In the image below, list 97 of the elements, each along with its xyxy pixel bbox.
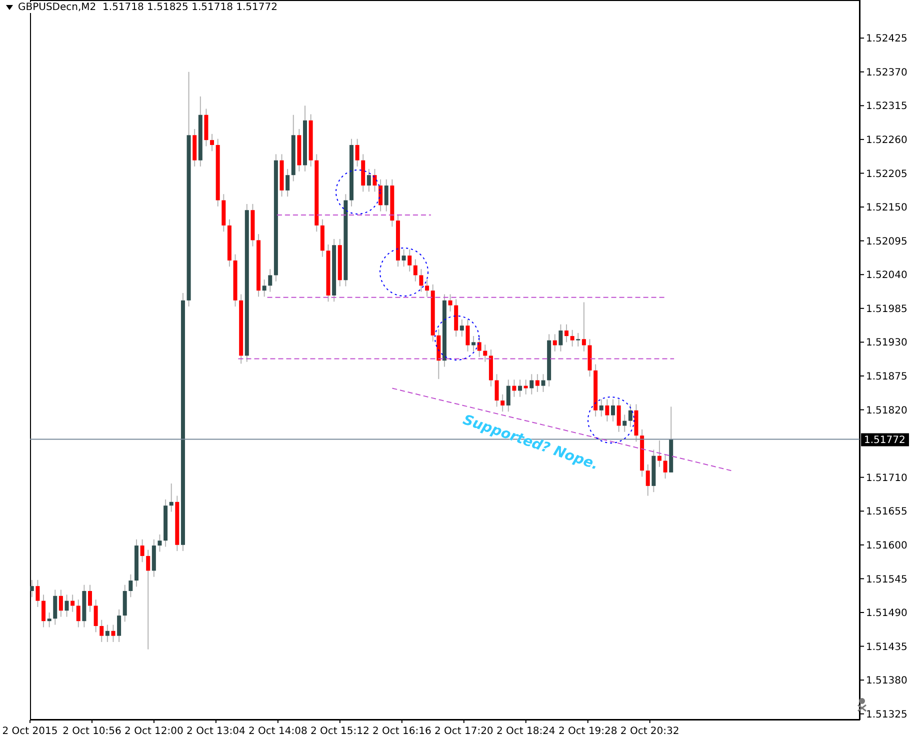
candlestick <box>268 268 272 292</box>
candlestick <box>552 334 557 352</box>
candlestick <box>30 579 34 598</box>
candlestick <box>76 599 80 628</box>
x-tick-label: 2 Oct 10:56 <box>62 726 122 736</box>
y-tick-label: 1.51545 <box>866 574 908 586</box>
x-tick-label: 2 Oct 2015 <box>2 726 58 736</box>
candlestick <box>506 379 510 412</box>
x-tick-label: 2 Oct 13:04 <box>186 726 246 736</box>
candlestick <box>413 258 418 282</box>
y-tick-label: 1.51380 <box>866 676 908 687</box>
candlestick <box>605 398 610 422</box>
candlestick <box>472 336 476 352</box>
candlestick <box>42 594 46 628</box>
y-tick-label: 1.51600 <box>866 540 908 552</box>
y-tick-label: 1.52205 <box>866 168 908 180</box>
y-tick-label: 1.51435 <box>866 642 908 653</box>
candlestick <box>466 318 470 352</box>
candlestick <box>169 482 174 512</box>
candlestick <box>140 538 144 563</box>
x-tick-label: 2 Oct 12:00 <box>124 726 184 736</box>
candlestick <box>372 168 377 192</box>
candlestick <box>105 624 110 642</box>
candlestick <box>384 178 388 212</box>
candlestick <box>518 379 522 398</box>
candlestick <box>616 398 621 432</box>
y-tick-label: 1.52315 <box>866 101 908 112</box>
candlestick <box>262 279 266 298</box>
candlestick <box>558 324 563 352</box>
candlestick <box>483 344 488 362</box>
candlestick <box>500 394 505 412</box>
candlestick <box>460 318 464 338</box>
y-tick-label: 1.52370 <box>866 67 908 78</box>
x-tick-label: 2 Oct 18:24 <box>496 726 556 736</box>
ref-line-label: 1.51772 <box>864 435 906 446</box>
candlestick <box>94 599 98 633</box>
candlestick <box>564 324 568 343</box>
candlestick <box>628 404 632 428</box>
candlestick <box>64 594 69 618</box>
candlestick <box>570 329 574 347</box>
candlestick <box>88 584 92 612</box>
candlestick <box>402 248 406 268</box>
y-tick-label: 1.51655 <box>866 506 908 518</box>
y-tick-label: 1.51930 <box>866 338 908 349</box>
chart-title: GBPUSDecn,M2 1.51718 1.51825 1.51718 1.51772 <box>18 2 278 13</box>
candlestick <box>419 268 424 292</box>
y-tick-label: 1.51710 <box>866 472 908 484</box>
candlestick <box>576 332 580 347</box>
candlestick <box>366 168 371 192</box>
candlestick <box>117 608 122 642</box>
candlestick <box>448 294 452 312</box>
candlestick <box>58 589 63 618</box>
candlestick <box>646 464 650 496</box>
candlestick <box>158 534 162 552</box>
candlestick <box>286 168 290 198</box>
candlestick <box>53 589 58 626</box>
x-tick-label: 2 Oct 17:20 <box>434 726 494 736</box>
candlestick <box>610 398 615 422</box>
candlestick <box>530 374 534 395</box>
candlestick <box>47 612 52 628</box>
x-tick-label: 2 Oct 16:16 <box>372 726 432 736</box>
x-tick-label: 2 Oct 14:08 <box>248 726 308 736</box>
candlestick <box>494 374 499 408</box>
candlestick <box>36 579 40 608</box>
candlestick <box>663 454 668 480</box>
y-tick-label: 1.51985 <box>866 304 908 315</box>
candlestick <box>477 336 482 358</box>
candlestick <box>599 398 604 418</box>
candlestick <box>657 440 662 468</box>
candlestick <box>541 374 546 392</box>
candlestick <box>100 619 104 642</box>
candlestick <box>512 379 516 398</box>
x-tick-label: 2 Oct 20:32 <box>620 726 680 736</box>
candlestick <box>128 574 133 598</box>
y-tick-label: 1.51490 <box>866 608 908 620</box>
x-tick-label: 2 Oct 15:12 <box>310 726 370 736</box>
candlestick <box>582 302 586 352</box>
candlestick <box>146 549 150 650</box>
candlestick <box>425 279 430 298</box>
candlestick <box>70 594 75 612</box>
candlestick <box>622 414 627 432</box>
y-tick-label: 1.52040 <box>866 270 908 282</box>
y-tick-label: 1.52260 <box>866 135 908 146</box>
candlestick <box>111 624 116 642</box>
candlestick <box>524 379 528 395</box>
candlestick <box>355 138 360 167</box>
x-tick-label: 2 Oct 19:28 <box>558 726 618 736</box>
y-tick-label: 1.52095 <box>866 236 908 248</box>
y-tick-label: 1.52150 <box>866 202 908 214</box>
y-tick-label: 1.52425 <box>866 34 908 45</box>
candlestick <box>210 133 214 152</box>
candlestick <box>378 178 383 212</box>
candlestick <box>535 374 540 392</box>
y-tick-label: 1.51820 <box>866 405 908 416</box>
y-tick-label: 1.51875 <box>866 372 908 383</box>
y-tick-label: 1.51325 <box>866 709 908 720</box>
candlestick <box>408 248 412 272</box>
